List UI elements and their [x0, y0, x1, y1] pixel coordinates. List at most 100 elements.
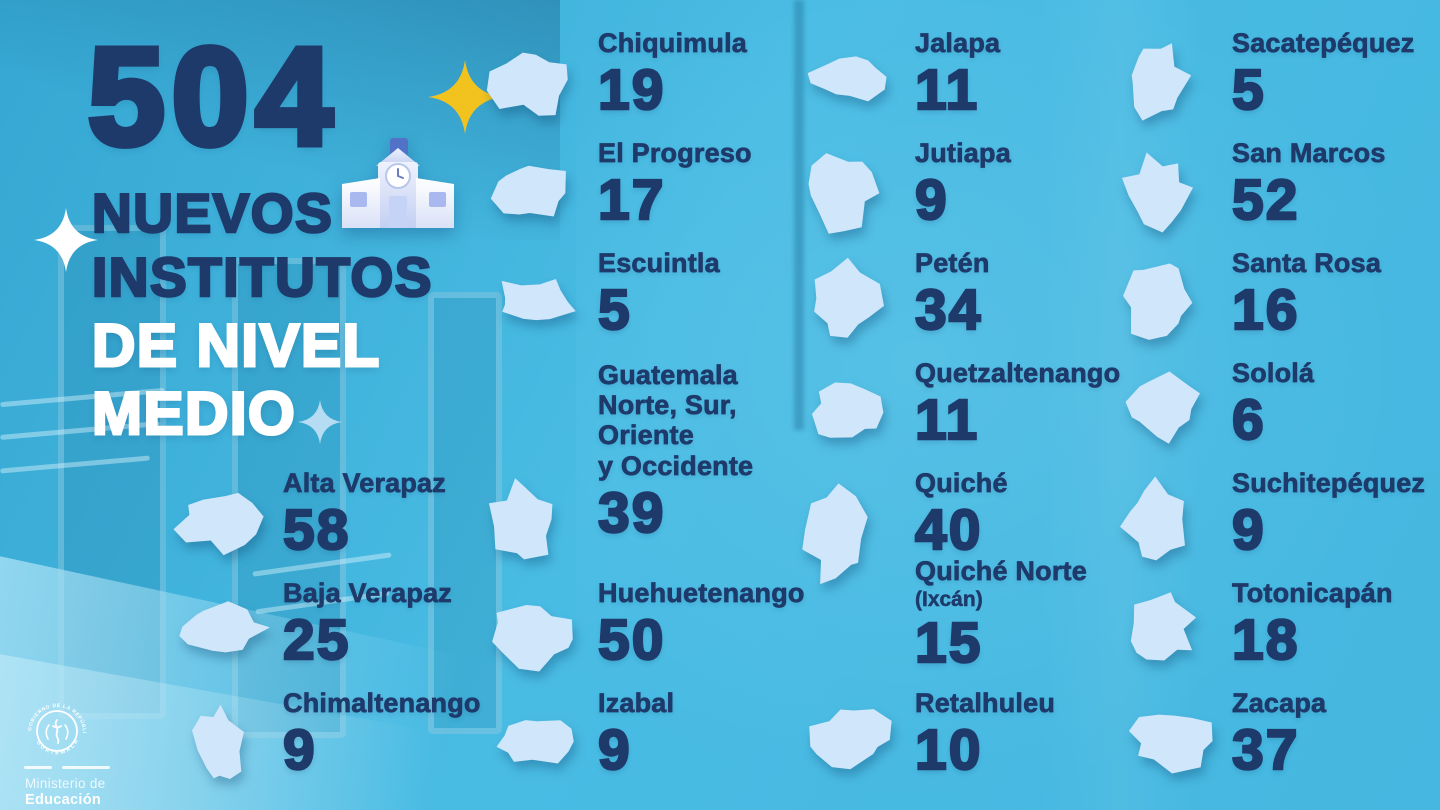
department-value: 18 [1231, 608, 1300, 673]
sparkle-icon [428, 60, 502, 134]
department-map-shape [1125, 371, 1200, 444]
department-shape-cell [163, 688, 283, 780]
department-name: Zacapa [1232, 688, 1327, 719]
department-value: 9 [597, 718, 632, 783]
department-name: Totonicapán [1232, 578, 1393, 609]
department-shape-cell [163, 578, 283, 653]
department-map-shape [809, 709, 892, 770]
department-text: Huehuetenango 50 [597, 578, 805, 671]
department-value: 11 [914, 58, 980, 123]
department-text: Jutiapa 9 [914, 138, 1011, 231]
department-shape-cell [478, 138, 598, 217]
department-text: Baja Verapaz 25 [282, 578, 453, 671]
department-value: 17 [597, 168, 666, 233]
sparkle-icon [34, 208, 98, 272]
department-name: Sacatepéquez [1232, 28, 1415, 59]
department-name: Quiché Norte [915, 556, 1087, 587]
department-name: San Marcos [1232, 138, 1386, 169]
department-shape-cell [795, 556, 915, 566]
department-map-shape [802, 483, 868, 585]
department-text: Sololá 6 [1231, 358, 1315, 453]
department-value: 15 [914, 611, 983, 676]
department-name: Petén [915, 248, 990, 279]
department-name: Izabal [598, 688, 675, 719]
department-name: Jutiapa [915, 138, 1011, 169]
department-value: 19 [597, 58, 666, 123]
department-shape-cell [795, 138, 915, 234]
title-line-de-nivel: DE NIVEL [91, 312, 381, 379]
department-name: Suchitepéquez [1232, 468, 1426, 499]
department-entry: El Progreso 17 [478, 138, 752, 233]
department-map-shape [179, 601, 270, 653]
department-name: Retalhuleu [915, 688, 1056, 719]
department-map-shape [486, 52, 568, 116]
department-name: Escuintla [598, 248, 720, 279]
department-name: Quetzaltenango [915, 358, 1121, 389]
title-line-medio: MEDIO [90, 380, 297, 447]
department-text: San Marcos 52 [1231, 138, 1386, 233]
department-name: Huehuetenango [598, 578, 805, 609]
department-map-shape [496, 720, 574, 764]
department-entry: Sacatepéquez 5 [1112, 28, 1415, 123]
department-shape-cell [163, 468, 283, 556]
department-name: Santa Rosa [1232, 248, 1382, 279]
department-entry: Totonicapán 18 [1112, 578, 1393, 673]
hallway-door-edge [794, 0, 804, 430]
department-entry: Huehuetenango 50 [478, 578, 805, 672]
department-map-shape [811, 382, 884, 438]
department-entry: Alta Verapaz 58 [163, 468, 446, 561]
department-value: 39 [597, 480, 666, 545]
department-text: Chiquimula 19 [597, 28, 748, 123]
department-text: Totonicapán 18 [1231, 578, 1393, 673]
department-name: Quiché [915, 468, 1008, 499]
department-shape-cell [478, 248, 598, 321]
department-map-shape [808, 153, 880, 234]
background-glow [576, 0, 1440, 810]
department-text: Petén 34 [914, 248, 990, 341]
department-name: Sololá [1232, 358, 1315, 389]
department-shape-cell [795, 28, 915, 102]
department-name: Chiquimula [598, 28, 748, 59]
department-map-shape [1120, 476, 1185, 561]
department-value: 9 [282, 718, 317, 783]
department-shape-cell [1112, 248, 1232, 340]
department-subname: (Ixcán) [915, 588, 983, 612]
department-entry: Quetzaltenango 11 [795, 358, 1121, 451]
ministry-name-line1: Ministerio de [25, 776, 106, 791]
department-shape-cell [795, 358, 915, 438]
department-value: 6 [1231, 388, 1266, 453]
department-value: 10 [914, 718, 983, 783]
title-line-institutos: INSTITUTOS [91, 246, 433, 308]
department-value: 52 [1231, 168, 1300, 233]
department-text: Retalhuleu 10 [914, 688, 1056, 783]
department-entry: Petén 34 [795, 248, 990, 341]
department-name: Baja Verapaz [283, 578, 453, 609]
department-shape-cell [795, 688, 915, 770]
department-entry: Sololá 6 [1112, 358, 1315, 453]
department-text: Quiché 40 [914, 468, 1008, 561]
department-map-shape [1128, 714, 1213, 774]
department-map-shape [492, 604, 573, 672]
department-shape-cell [478, 360, 598, 560]
sparkle-icon [298, 400, 342, 444]
seal-divider [62, 766, 110, 769]
department-entry: Baja Verapaz 25 [163, 578, 453, 671]
department-text: Quetzaltenango 11 [914, 358, 1121, 451]
department-map-shape [814, 257, 884, 338]
department-entry: Suchitepéquez 9 [1112, 468, 1426, 561]
department-map-shape [501, 279, 576, 321]
department-map-shape [1121, 152, 1194, 233]
department-map-shape [807, 56, 887, 102]
department-entry: Escuintla 5 [478, 248, 720, 341]
department-entry: Guatemala Norte, Sur, Oriente y Occident… [478, 360, 753, 560]
department-name: Chimaltenango [283, 688, 481, 719]
department-value: 5 [1231, 58, 1266, 123]
department-entry: Retalhuleu 10 [795, 688, 1056, 783]
department-entry: Chimaltenango 9 [163, 688, 481, 783]
department-map-shape [173, 492, 264, 556]
department-value: 37 [1231, 718, 1300, 783]
department-text: Zacapa 37 [1231, 688, 1327, 783]
department-shape-cell [795, 248, 915, 338]
department-entry: San Marcos 52 [1112, 138, 1386, 233]
